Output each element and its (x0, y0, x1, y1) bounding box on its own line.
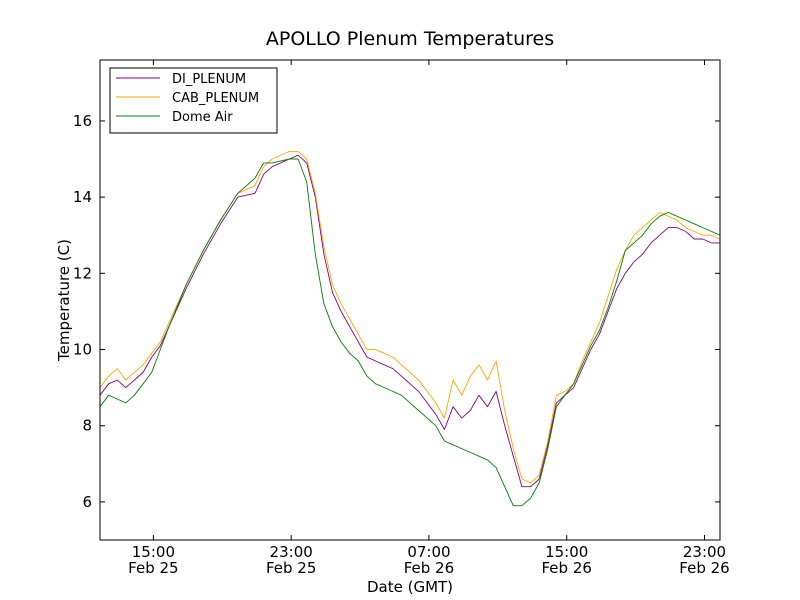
y-axis-label: Temperature (C) (55, 239, 73, 362)
x-axis-label: Date (GMT) (367, 578, 453, 596)
y-tick-label: 10 (73, 341, 92, 359)
y-tick-label: 14 (73, 188, 92, 206)
x-tick-label-time: 15:00 (132, 543, 175, 561)
legend-label-di-plenum: DI_PLENUM (172, 72, 246, 87)
y-tick-label: 8 (82, 417, 92, 435)
x-tick-label-time: 23:00 (683, 543, 726, 561)
axes-frame (99, 59, 721, 541)
x-tick-label-time: 23:00 (270, 543, 313, 561)
series-line-di-plenum (99, 154, 720, 488)
x-tick-label-time: 15:00 (545, 543, 588, 561)
x-tick-label-time: 07:00 (407, 543, 450, 561)
chart-title: APOLLO Plenum Temperatures (266, 28, 554, 50)
y-tick-label: 16 (73, 112, 92, 130)
y-tick-label: 12 (73, 264, 92, 282)
x-tick-label-date: Feb 26 (679, 559, 729, 577)
legend: DI_PLENUM CAB_PLENUM Dome Air (109, 67, 278, 134)
legend-frame (109, 67, 278, 134)
x-tick-label-date: Feb 25 (128, 559, 178, 577)
x-tick-label-date: Feb 25 (266, 559, 316, 577)
x-tick-label-date: Feb 26 (542, 559, 592, 577)
legend-label-cab-plenum: CAB_PLENUM (172, 91, 259, 106)
y-tick-label: 6 (82, 493, 92, 511)
series-line-dome-air (99, 158, 721, 507)
x-tick-label-date: Feb 26 (404, 559, 454, 577)
legend-label-dome-air: Dome Air (172, 110, 233, 125)
